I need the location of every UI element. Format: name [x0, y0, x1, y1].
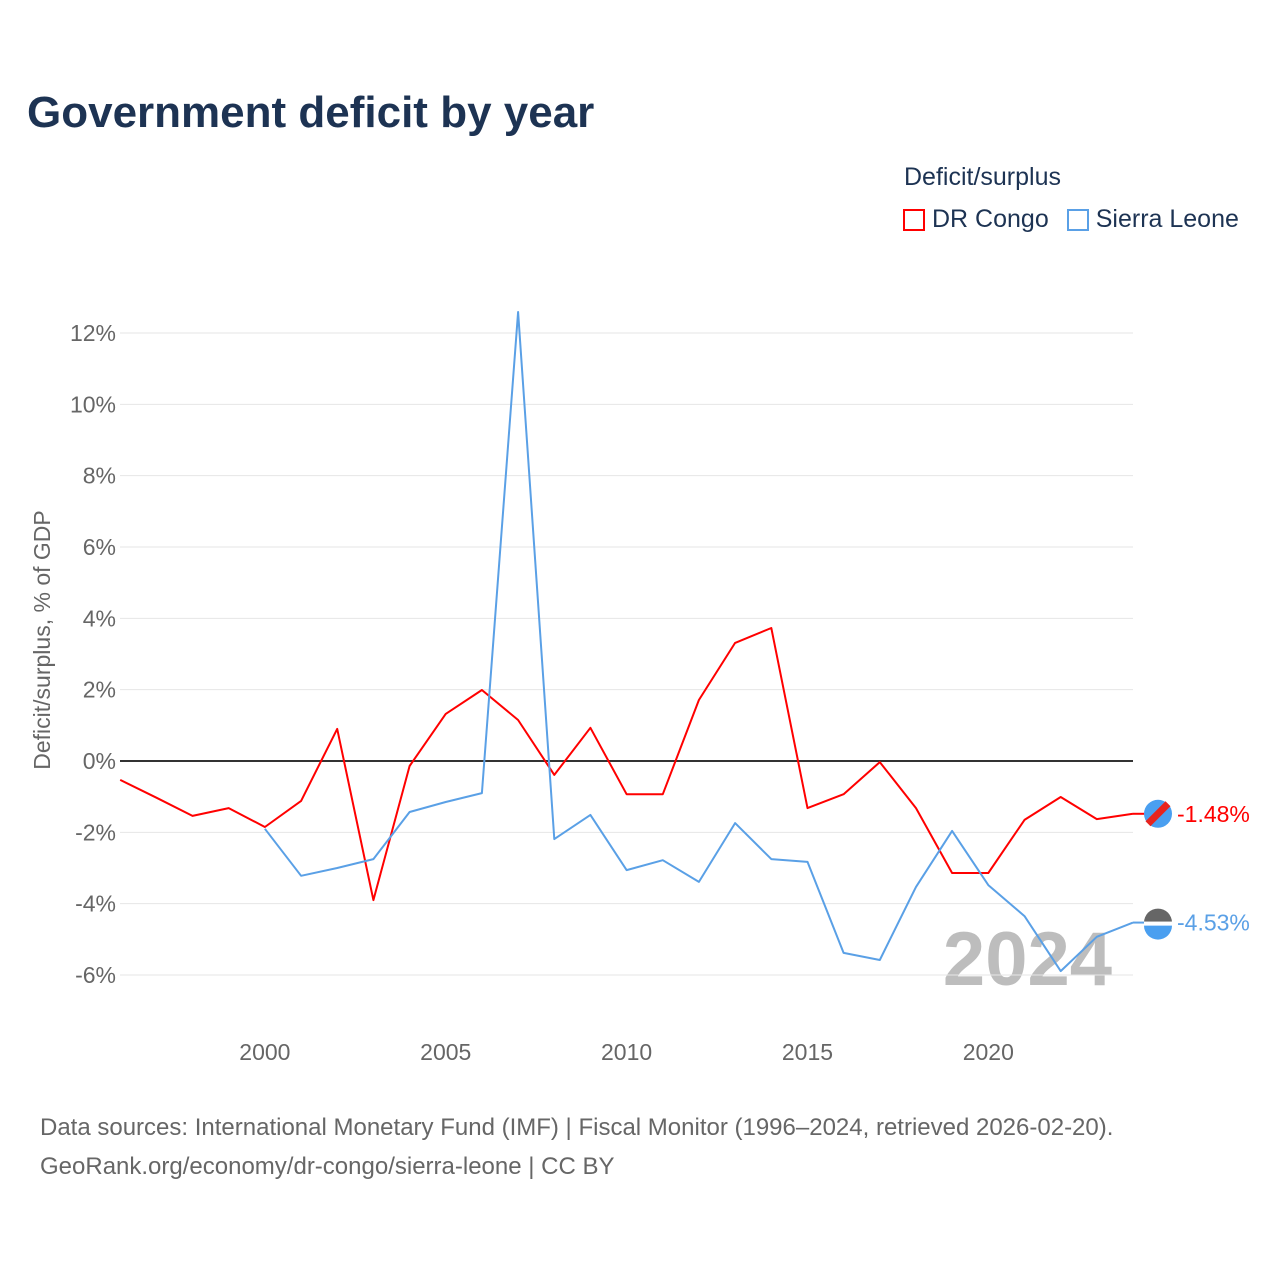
x-tick-label: 2010 — [601, 1039, 652, 1065]
source-line-2[interactable]: GeoRank.org/economy/dr-congo/sierra-leon… — [40, 1153, 615, 1180]
chart-title: Government deficit by year — [27, 88, 595, 137]
legend: DR Congo Sierra Leone — [903, 205, 1239, 234]
y-tick-label: 12% — [70, 320, 116, 346]
year-watermark: 2024 — [943, 917, 1112, 1002]
y-tick-label: 0% — [83, 748, 116, 774]
y-axis-label: Deficit/surplus, % of GDP — [29, 510, 55, 769]
end-value-label: -1.48% — [1177, 801, 1250, 827]
legend-label: DR Congo — [932, 205, 1049, 233]
x-tick-label: 2005 — [420, 1039, 471, 1065]
legend-label: Sierra Leone — [1095, 205, 1239, 233]
flag-stripe — [1145, 801, 1171, 827]
end-value-label: -4.53% — [1177, 910, 1250, 936]
legend-title: Deficit/surplus — [904, 163, 1061, 191]
y-tick-label: -6% — [75, 962, 116, 988]
y-tick-label: 10% — [70, 391, 116, 417]
legend-swatch — [1066, 208, 1089, 231]
x-tick-label: 2000 — [239, 1039, 290, 1065]
source-note: Data sources: International Monetary Fun… — [40, 1108, 1113, 1186]
y-tick-label: -2% — [75, 819, 116, 845]
x-tick-label: 2020 — [963, 1039, 1014, 1065]
sierra-leone-flag-icon — [1144, 908, 1172, 940]
y-tick-label: -4% — [75, 891, 116, 917]
source-line-1: Data sources: International Monetary Fun… — [40, 1114, 1114, 1141]
legend-swatch — [903, 208, 925, 231]
legend-item-dr-congo[interactable]: DR Congo — [903, 205, 1049, 234]
y-tick-label: 2% — [83, 677, 116, 703]
flag-mid — [1144, 921, 1172, 926]
dr-congo-flag-icon — [1144, 799, 1172, 828]
x-tick-label: 2015 — [782, 1039, 833, 1065]
series-line-sierra-leone — [264, 311, 1134, 973]
y-tick-label: 8% — [83, 463, 116, 489]
series-line-dr-congo — [119, 627, 1134, 902]
line-chart: 2024 Deficit/surplus, % of GDP -6% -4% -2%… — [29, 311, 1250, 1065]
legend-item-sierra-leone[interactable]: Sierra Leone — [1066, 205, 1239, 234]
y-tick-label: 4% — [83, 605, 116, 631]
flag-bottom — [1144, 925, 1172, 940]
y-tick-label: 6% — [83, 534, 116, 560]
flag-top — [1144, 908, 1172, 923]
